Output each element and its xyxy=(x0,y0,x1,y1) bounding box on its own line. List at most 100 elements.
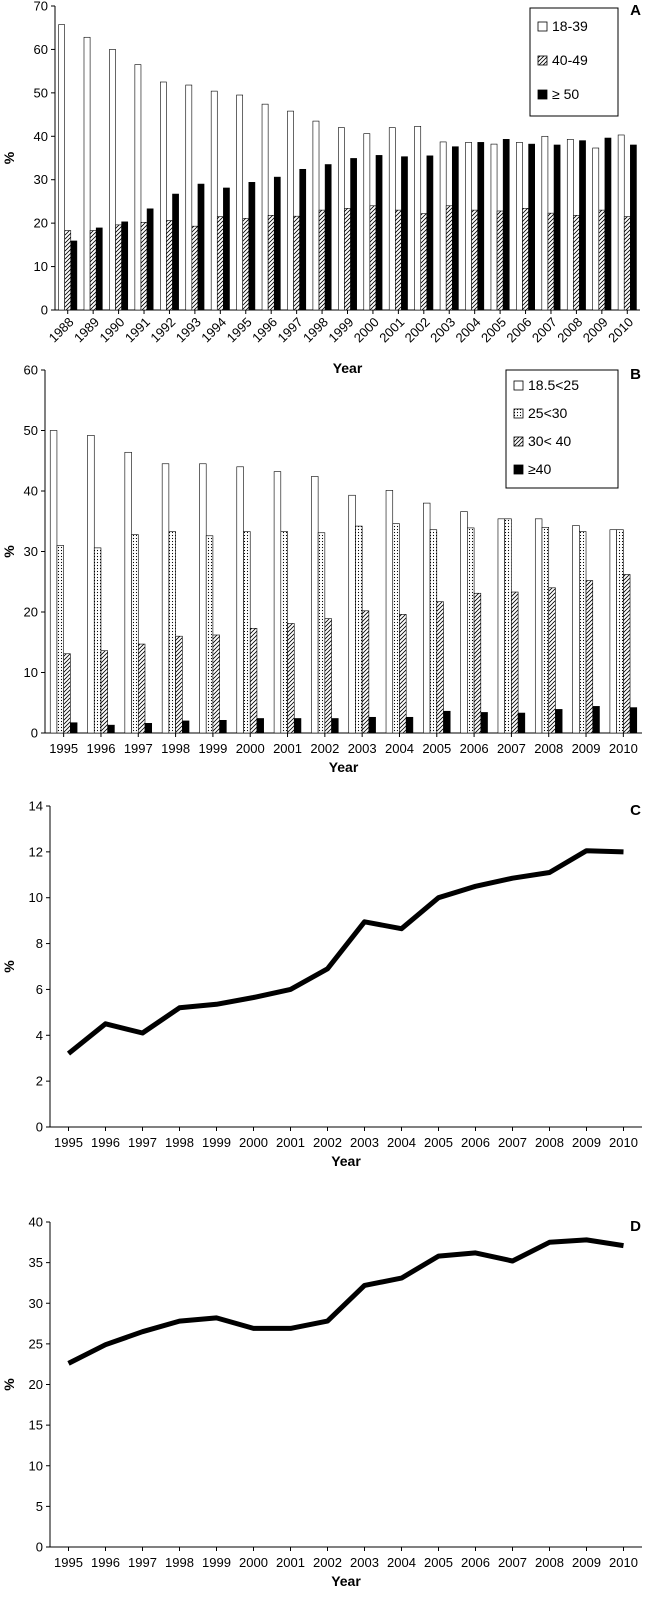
bar-18-39 xyxy=(414,125,422,311)
legend-swatch xyxy=(537,21,548,32)
x-tick-label: 1994 xyxy=(198,314,229,345)
y-tick-label: 20 xyxy=(24,605,38,620)
x-tick-label: 1995 xyxy=(224,314,255,345)
bar--50 xyxy=(121,221,129,311)
bar-18-39 xyxy=(236,94,244,311)
bar-40-49 xyxy=(471,209,479,311)
series-line xyxy=(67,1237,624,1366)
legend-swatch xyxy=(537,89,548,100)
x-tick-label: 2004 xyxy=(453,314,484,345)
x-tick-label: 1997 xyxy=(275,314,306,345)
bar-18-39 xyxy=(439,141,447,311)
y-tick-label: 10 xyxy=(29,890,43,905)
legend-label: 30< 40 xyxy=(528,433,571,449)
panel-letter: A xyxy=(630,2,641,19)
x-tick-label: 2002 xyxy=(313,1135,342,1150)
bar-40-49 xyxy=(216,216,224,311)
bar-40-49 xyxy=(318,209,326,311)
y-tick-label: 5 xyxy=(36,1499,43,1514)
x-tick-label: 1998 xyxy=(165,1135,194,1150)
x-tick-label: 2009 xyxy=(572,741,601,756)
y-tick-label: 35 xyxy=(29,1255,43,1270)
bar-18-5-25 xyxy=(273,471,282,734)
panel-letter: B xyxy=(630,366,641,383)
bar-40-49 xyxy=(140,221,148,311)
bar--40 xyxy=(182,720,190,734)
bar--50 xyxy=(248,182,256,311)
y-tick-label: 2 xyxy=(36,1074,43,1089)
x-tick-label: 2001 xyxy=(276,1555,305,1570)
bar--50 xyxy=(579,140,586,311)
bar-30-40 xyxy=(436,601,444,734)
bar--50 xyxy=(630,144,637,311)
bar-40-49 xyxy=(573,215,580,311)
bar-18-39 xyxy=(109,49,116,311)
x-tick-label: 1998 xyxy=(161,741,190,756)
bar--50 xyxy=(273,176,281,311)
bar-30-40 xyxy=(511,591,519,734)
bar-18-5-25 xyxy=(423,502,431,734)
y-tick-label: 50 xyxy=(24,423,38,438)
bar-25-30 xyxy=(392,523,400,734)
x-tick-label: 2008 xyxy=(534,741,563,756)
legend-swatch xyxy=(537,55,548,66)
bar-40-49 xyxy=(242,218,250,311)
x-tick-label: 2007 xyxy=(497,741,526,756)
bar--50 xyxy=(299,168,307,311)
x-tick-label: 1997 xyxy=(128,1555,157,1570)
bar--40 xyxy=(480,712,488,734)
x-tick-label: 2010 xyxy=(609,1555,638,1570)
bar--40 xyxy=(144,723,153,734)
bar-18-39 xyxy=(287,110,294,311)
y-tick-label: 6 xyxy=(36,982,43,997)
bar--50 xyxy=(350,158,357,311)
y-tick-label: 70 xyxy=(34,0,48,14)
bar-30-40 xyxy=(137,643,146,734)
bar--40 xyxy=(219,719,227,734)
x-tick-label: 2002 xyxy=(402,314,433,345)
bar-18-5-25 xyxy=(460,511,468,734)
x-tick-label: 1996 xyxy=(87,741,116,756)
y-axis-title: % xyxy=(1,1378,17,1391)
bar--50 xyxy=(223,187,230,311)
bar-18-39 xyxy=(617,134,625,311)
x-tick-label: 2005 xyxy=(422,741,451,756)
bar--50 xyxy=(477,142,485,311)
bar-25-30 xyxy=(504,518,512,734)
y-tick-label: 0 xyxy=(31,726,38,741)
x-tick-label: 2005 xyxy=(424,1135,453,1150)
y-tick-label: 20 xyxy=(34,216,48,231)
y-tick-label: 0 xyxy=(41,303,48,318)
bar-40-49 xyxy=(115,224,122,311)
bar-40-49 xyxy=(293,215,300,311)
bar-18-39 xyxy=(312,120,320,311)
x-tick-label: 2010 xyxy=(609,1135,638,1150)
x-tick-label: 2009 xyxy=(580,314,611,345)
x-tick-label: 2006 xyxy=(461,1135,490,1150)
legend: 18-39 40-49 ≥ 50 xyxy=(529,7,619,117)
bar--40 xyxy=(70,722,78,734)
bar--50 xyxy=(426,155,434,311)
y-tick-label: 0 xyxy=(36,1120,43,1135)
x-tick-label: 1996 xyxy=(91,1135,120,1150)
bar--50 xyxy=(197,183,205,311)
x-tick-label: 2002 xyxy=(313,1555,342,1570)
bar-30-40 xyxy=(361,610,370,734)
bar-40-49 xyxy=(89,230,97,311)
y-axis-title: % xyxy=(1,545,17,558)
bar--50 xyxy=(146,208,154,311)
legend-box xyxy=(505,369,619,489)
y-tick-label: 25 xyxy=(29,1336,43,1351)
chart-panel-d: D 0 5 10 15 20 25 30 35 40% 1995 1996 1997 1998 1999 20… xyxy=(1,1215,642,1589)
bar-25-30 xyxy=(280,531,288,734)
bar-30-40 xyxy=(175,635,183,734)
bar-18-39 xyxy=(490,143,498,311)
bar-30-40 xyxy=(623,574,631,734)
x-tick-label: 1998 xyxy=(165,1555,194,1570)
x-tick-label: 2010 xyxy=(609,741,638,756)
x-tick-label: 2007 xyxy=(498,1555,527,1570)
bar-18-39 xyxy=(134,64,142,311)
bar-18-39 xyxy=(363,133,371,311)
bar-40-49 xyxy=(369,205,377,311)
